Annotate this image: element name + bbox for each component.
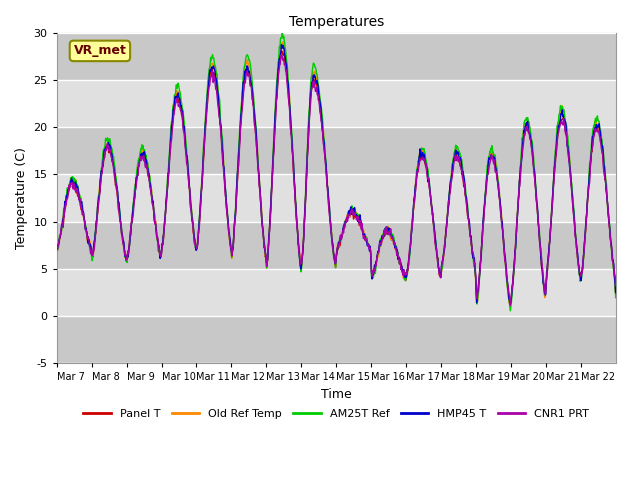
X-axis label: Time: Time: [321, 388, 351, 401]
Bar: [57, 316, 616, 363]
Bar: [57, 80, 616, 127]
Bar: [57, 127, 616, 174]
Bar: [57, 269, 616, 316]
Bar: [57, 222, 616, 269]
Legend: Panel T, Old Ref Temp, AM25T Ref, HMP45 T, CNR1 PRT: Panel T, Old Ref Temp, AM25T Ref, HMP45 …: [79, 405, 593, 423]
Title: Temperatures: Temperatures: [289, 15, 384, 29]
Text: VR_met: VR_met: [74, 45, 126, 58]
Bar: [57, 174, 616, 222]
Y-axis label: Temperature (C): Temperature (C): [15, 147, 28, 249]
Bar: [57, 33, 616, 80]
